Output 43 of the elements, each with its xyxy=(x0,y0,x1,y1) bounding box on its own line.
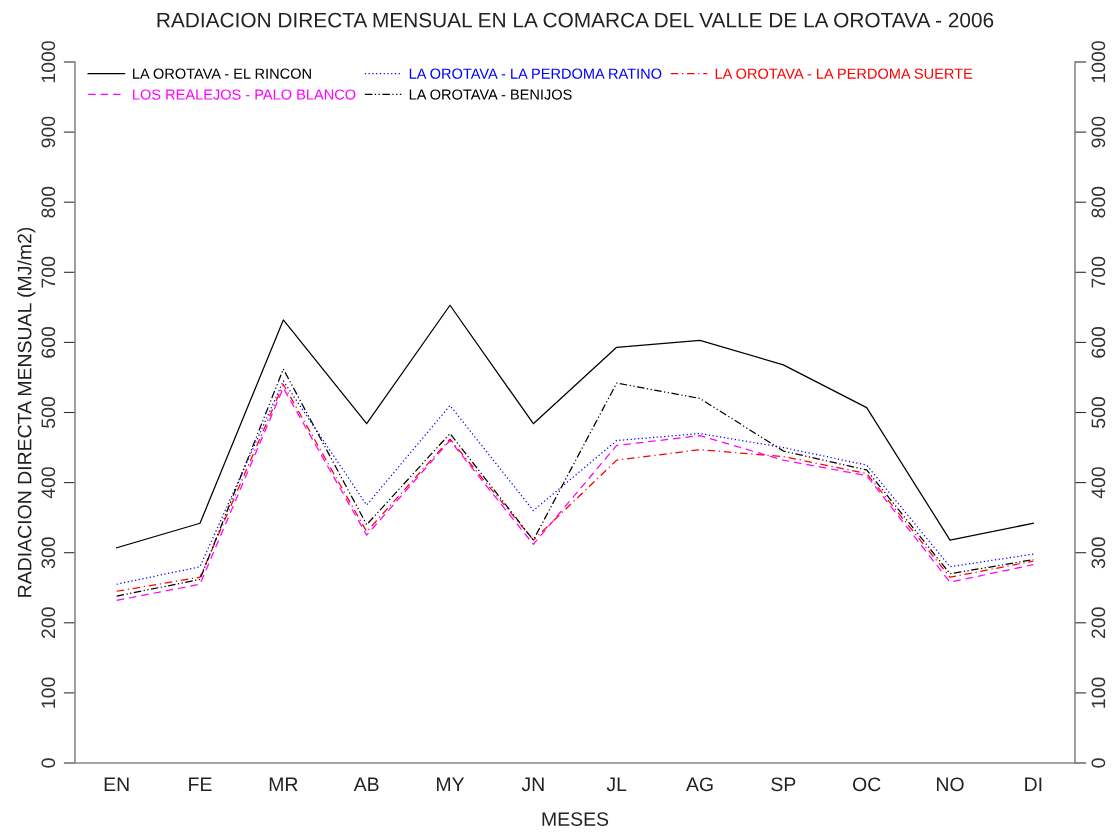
y2-tick-label: 1000 xyxy=(1091,41,1106,83)
legend-label: LA OROTAVA - LA PERDOMA RATINO xyxy=(409,68,662,79)
legend-label: LA OROTAVA - BENIJOS xyxy=(409,89,572,100)
legend-label: LA OROTAVA - EL RINCON xyxy=(133,68,311,79)
legend-label: LOS REALEJOS - PALO BLANCO xyxy=(133,89,356,100)
x-tick-label: JN xyxy=(521,777,544,792)
x-tick-label: SP xyxy=(771,777,796,792)
chart-title: RADIACION DIRECTA MENSUAL EN LA COMARCA DEL VALLE DE LA OROTAVA - 2006 xyxy=(157,12,994,28)
x-tick-label: MY xyxy=(437,777,465,791)
y2-tick-label: 600 xyxy=(1091,326,1106,358)
y2-tick-label: 900 xyxy=(1091,116,1106,148)
y2-tick-label: 500 xyxy=(1091,397,1106,428)
x-tick-label: DI xyxy=(1025,777,1042,791)
x-tick-label: JL xyxy=(606,777,627,792)
y-tick-label: 800 xyxy=(41,186,56,218)
y-tick-label: 900 xyxy=(41,116,56,148)
y-tick-label: 500 xyxy=(41,397,56,428)
y-tick-label: 700 xyxy=(41,256,56,288)
y-tick-label: 200 xyxy=(41,607,56,639)
x-tick-label: NO xyxy=(937,777,964,792)
x-tick-label: FE xyxy=(189,777,212,791)
x-tick-label: AG xyxy=(685,777,713,792)
y-tick-label: 400 xyxy=(41,467,56,499)
line-series xyxy=(116,304,1034,549)
y-tick-label: 600 xyxy=(41,326,56,358)
x-axis-title: MESES xyxy=(542,812,609,826)
y2-tick-label: 700 xyxy=(1091,256,1106,288)
x-tick-label: AB xyxy=(353,777,379,791)
y-tick-label: 1000 xyxy=(41,41,56,83)
y2-tick-label: 800 xyxy=(1091,186,1106,218)
x-tick-label: EN xyxy=(104,777,129,791)
y2-tick-label: 400 xyxy=(1091,467,1106,499)
legend-label: LA OROTAVA - LA PERDOMA SUERTE xyxy=(715,68,973,79)
y2-tick-label: 300 xyxy=(1091,537,1106,569)
x-tick-label: OC xyxy=(853,777,881,792)
y-tick-label: 100 xyxy=(41,677,56,708)
y2-tick-label: 0 xyxy=(1091,758,1106,768)
x-tick-label: MR xyxy=(269,777,298,791)
y2-tick-label: 100 xyxy=(1091,677,1106,708)
y2-tick-label: 200 xyxy=(1091,607,1106,639)
y-tick-label: 300 xyxy=(41,537,56,569)
y-axis-title: RADIACION DIRECTA MENSUAL (MJ/m2) xyxy=(17,227,36,597)
y-tick-label: 0 xyxy=(41,758,56,768)
